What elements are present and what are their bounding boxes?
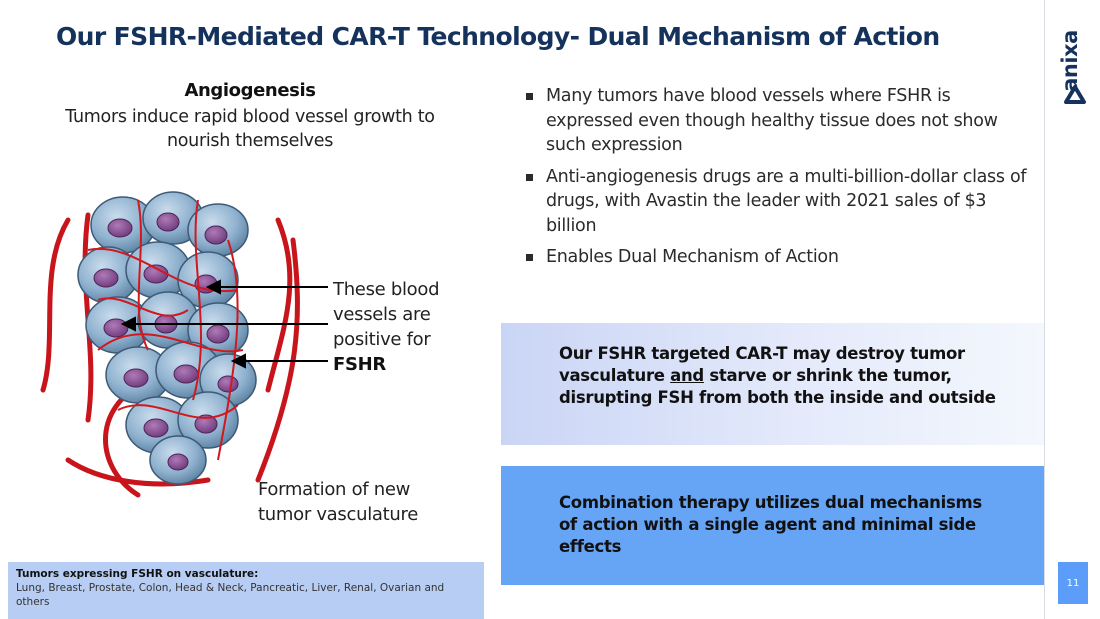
formation-label-line-2: tumor vasculature — [258, 504, 418, 525]
callout-combination-therapy: Combination therapy utilizes dual mechan… — [501, 466, 1044, 585]
callout-text-before: Our FSHR targeted CAR-T may destroy tumo… — [559, 344, 965, 385]
bullet-text: Many tumors have blood vessels where FSH… — [546, 86, 998, 155]
bullet-text: Enables Dual Mechanism of Action — [546, 247, 839, 267]
square-bullet-icon — [526, 173, 533, 181]
angiogenesis-heading: Angiogenesis — [184, 80, 316, 101]
square-bullet-icon — [526, 93, 533, 100]
vessel-label-line-2: vessels are — [333, 304, 431, 325]
callout-text-after: starve or shrink the tumor, disrupting F… — [559, 366, 996, 407]
callout-combination-text: Combination therapy utilizes dual mechan… — [559, 493, 982, 556]
callout-dual-action-text: Our FSHR targeted CAR-T may destroy tumo… — [559, 343, 1004, 409]
bullet-item: Anti-angiogenesis drugs are a multi-bill… — [524, 165, 1034, 239]
bullet-item: Many tumors have blood vessels where FSH… — [524, 84, 1034, 158]
formation-label: Formation of new tumor vasculature — [258, 477, 418, 527]
tumor-vasculature-illustration — [28, 180, 468, 500]
vessel-fshr-label: These blood vessels are positive for FSH… — [333, 277, 440, 377]
square-bullet-icon — [526, 254, 533, 261]
slide-title: Our FSHR-Mediated CAR-T Technology- Dual… — [56, 22, 940, 51]
side-divider — [1044, 0, 1045, 619]
anixa-logo: anixa — [1058, 18, 1092, 108]
bullet-list: Many tumors have blood vessels where FSH… — [524, 84, 1034, 277]
vessel-label-line-3: positive for — [333, 329, 431, 350]
logo-mark-icon — [1064, 85, 1086, 104]
bullet-text: Anti-angiogenesis drugs are a multi-bill… — [546, 166, 1027, 236]
callout-dual-action: Our FSHR targeted CAR-T may destroy tumo… — [501, 323, 1044, 445]
footnote-title: Tumors expressing FSHR on vasculature: — [16, 568, 259, 580]
footnote-body: Lung, Breast, Prostate, Colon, Head & Ne… — [16, 582, 445, 608]
angiogenesis-description: Tumors induce rapid blood vessel growth … — [65, 107, 435, 151]
page-number: 11 — [1058, 562, 1088, 604]
formation-label-line-1: Formation of new — [258, 479, 411, 500]
vessel-label-fshr: FSHR — [333, 354, 386, 375]
tumor-illustration-icon — [40, 191, 328, 498]
callout-text-underlined: and — [670, 366, 704, 385]
footnote-box: Tumors expressing FSHR on vasculature: L… — [8, 562, 484, 619]
bullet-item: Enables Dual Mechanism of Action — [524, 245, 1034, 270]
vessel-label-line-1: These blood — [333, 279, 440, 300]
